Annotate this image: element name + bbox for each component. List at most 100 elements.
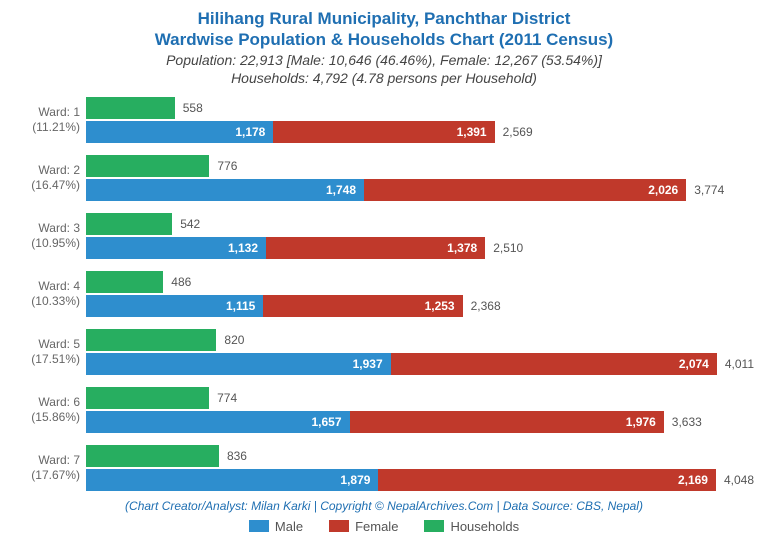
female-bar: 2,074 xyxy=(391,353,717,375)
total-value-label: 2,569 xyxy=(503,125,533,139)
ward-percent: (16.47%) xyxy=(14,178,80,193)
households-bar xyxy=(86,97,175,119)
male-value-label: 1,132 xyxy=(228,241,258,255)
ward-row: Ward: 7(17.67%)8361,8792,1694,048 xyxy=(14,441,754,495)
households-bar xyxy=(86,445,219,467)
population-bar-track: 1,115 1,253 2,368 xyxy=(86,295,754,317)
total-value-label: 3,774 xyxy=(694,183,724,197)
legend-label: Male xyxy=(275,519,303,534)
legend-item: Female xyxy=(329,519,398,534)
households-bar-track: 542 xyxy=(86,213,754,235)
households-bar xyxy=(86,387,209,409)
ward-row: Ward: 1(11.21%)5581,1781,3912,569 xyxy=(14,93,754,147)
male-bar: 1,748 xyxy=(86,179,364,201)
ward-row: Ward: 6(15.86%)7741,6571,9763,633 xyxy=(14,383,754,437)
ward-percent: (10.95%) xyxy=(14,236,80,251)
households-value-label: 836 xyxy=(227,449,247,463)
ward-axis-label: Ward: 4(10.33%) xyxy=(14,267,86,321)
ward-bars: 7741,6571,9763,633 xyxy=(86,383,754,437)
male-bar: 1,178 xyxy=(86,121,273,143)
ward-bars: 8361,8792,1694,048 xyxy=(86,441,754,495)
male-bar: 1,657 xyxy=(86,411,350,433)
male-value-label: 1,879 xyxy=(340,473,370,487)
ward-name: Ward: 3 xyxy=(14,221,80,236)
chart-title-block: Hilihang Rural Municipality, Panchthar D… xyxy=(14,8,754,87)
households-value-label: 776 xyxy=(217,159,237,173)
male-value-label: 1,937 xyxy=(353,357,383,371)
households-bar xyxy=(86,155,209,177)
chart-area: Ward: 1(11.21%)5581,1781,3912,569Ward: 2… xyxy=(14,93,754,495)
female-bar: 1,976 xyxy=(350,411,664,433)
legend-item: Households xyxy=(424,519,519,534)
total-value-label: 2,510 xyxy=(493,241,523,255)
households-bar xyxy=(86,213,172,235)
ward-axis-label: Ward: 6(15.86%) xyxy=(14,383,86,437)
male-bar: 1,115 xyxy=(86,295,263,317)
ward-bars: 5581,1781,3912,569 xyxy=(86,93,754,147)
chart-title-line1: Hilihang Rural Municipality, Panchthar D… xyxy=(14,8,754,29)
female-bar: 1,378 xyxy=(266,237,485,259)
legend-label: Female xyxy=(355,519,398,534)
ward-name: Ward: 6 xyxy=(14,395,80,410)
households-bar-track: 774 xyxy=(86,387,754,409)
chart-title-line2: Wardwise Population & Households Chart (… xyxy=(14,29,754,50)
chart-credit: (Chart Creator/Analyst: Milan Karki | Co… xyxy=(14,499,754,513)
ward-bars: 542 1,132 1,378 2,510 xyxy=(86,209,754,263)
female-value-label: 1,378 xyxy=(447,241,477,255)
female-bar: 1,391 xyxy=(273,121,494,143)
female-bar: 1,253 xyxy=(263,295,462,317)
households-bar xyxy=(86,271,163,293)
ward-row: Ward: 3(10.95%) 542 1,132 1,378 2,510 xyxy=(14,209,754,263)
ward-axis-label: Ward: 7(17.67%) xyxy=(14,441,86,495)
ward-percent: (17.67%) xyxy=(14,468,80,483)
ward-row: Ward: 2(16.47%) 776 1,748 2,026 3,774 xyxy=(14,151,754,205)
households-bar xyxy=(86,329,216,351)
ward-percent: (17.51%) xyxy=(14,352,80,367)
households-bar-track: 486 xyxy=(86,271,754,293)
population-bar-track: 1,178 1,391 2,569 xyxy=(86,121,754,143)
chart-subtitle-line2: Households: 4,792 (4.78 persons per Hous… xyxy=(14,69,754,87)
ward-axis-label: Ward: 5(17.51%) xyxy=(14,325,86,379)
ward-percent: (10.33%) xyxy=(14,294,80,309)
female-value-label: 2,026 xyxy=(648,183,678,197)
households-bar-track: 836 xyxy=(86,445,754,467)
male-value-label: 1,748 xyxy=(326,183,356,197)
households-value-label: 774 xyxy=(217,391,237,405)
legend-item: Male xyxy=(249,519,303,534)
female-value-label: 1,253 xyxy=(425,299,455,313)
population-bar-track: 1,8792,1694,048 xyxy=(86,469,754,491)
total-value-label: 4,011 xyxy=(725,357,754,371)
ward-row: Ward: 5(17.51%)8201,9372,0744,011 xyxy=(14,325,754,379)
ward-bars: 776 1,748 2,026 3,774 xyxy=(86,151,754,205)
male-bar: 1,132 xyxy=(86,237,266,259)
ward-name: Ward: 2 xyxy=(14,163,80,178)
ward-axis-label: Ward: 2(16.47%) xyxy=(14,151,86,205)
ward-bars: 486 1,115 1,253 2,368 xyxy=(86,267,754,321)
female-value-label: 2,074 xyxy=(679,357,709,371)
ward-percent: (11.21%) xyxy=(14,120,80,135)
ward-bars: 820 1,937 2,074 4,011 xyxy=(86,325,754,379)
male-value-label: 1,115 xyxy=(226,299,255,313)
legend-swatch xyxy=(424,520,444,532)
male-value-label: 1,657 xyxy=(312,415,342,429)
population-bar-track: 1,132 1,378 2,510 xyxy=(86,237,754,259)
households-bar-track: 776 xyxy=(86,155,754,177)
total-value-label: 2,368 xyxy=(471,299,501,313)
male-bar: 1,937 xyxy=(86,353,391,375)
ward-name: Ward: 4 xyxy=(14,279,80,294)
ward-percent: (15.86%) xyxy=(14,410,80,425)
ward-name: Ward: 7 xyxy=(14,453,80,468)
ward-name: Ward: 1 xyxy=(14,105,80,120)
male-value-label: 1,178 xyxy=(235,125,265,139)
female-value-label: 2,169 xyxy=(678,473,708,487)
households-bar-track: 820 xyxy=(86,329,754,351)
households-value-label: 542 xyxy=(180,217,200,231)
female-value-label: 1,391 xyxy=(457,125,487,139)
chart-legend: Male Female Households xyxy=(14,519,754,534)
ward-name: Ward: 5 xyxy=(14,337,80,352)
households-value-label: 486 xyxy=(171,275,191,289)
female-bar: 2,169 xyxy=(378,469,716,491)
population-bar-track: 1,937 2,074 4,011 xyxy=(86,353,754,375)
ward-axis-label: Ward: 3(10.95%) xyxy=(14,209,86,263)
legend-label: Households xyxy=(450,519,519,534)
